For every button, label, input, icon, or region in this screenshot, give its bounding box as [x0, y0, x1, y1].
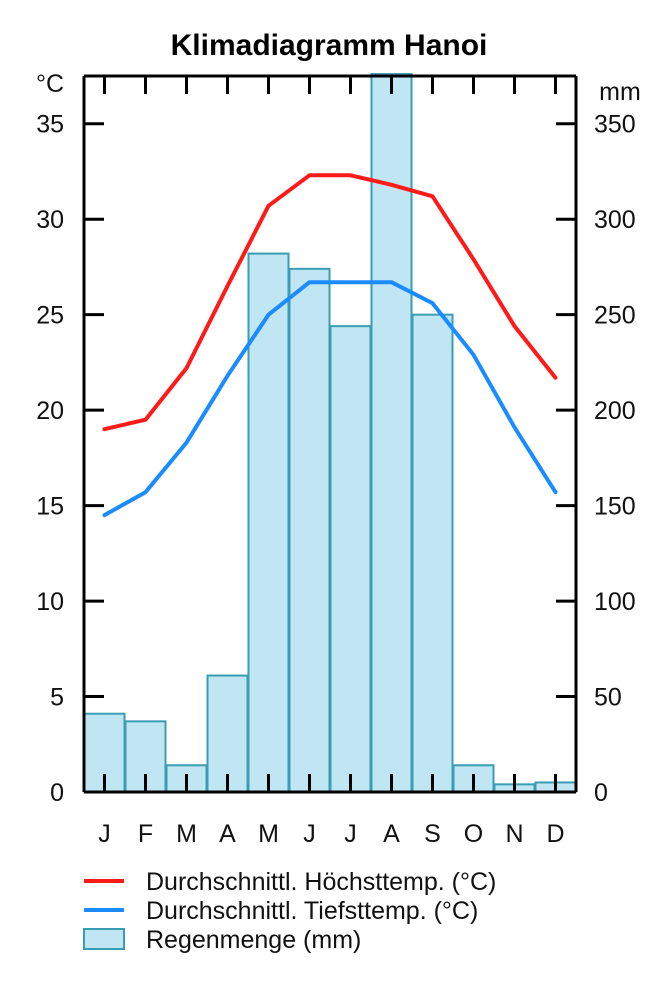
month-label: M: [258, 820, 279, 848]
legend-label: Durchschnittl. Tiefsttemp. (°C): [146, 897, 478, 925]
right-tick-label: 250: [594, 302, 636, 330]
right-tick-label: 0: [594, 779, 608, 807]
month-label: A: [219, 820, 236, 848]
right-axis-labels: 0 50 100 150 200 250 300 350: [594, 111, 636, 807]
right-tick-label: 50: [594, 684, 622, 712]
left-tick-label: 5: [50, 684, 64, 712]
right-tick-label: 200: [594, 397, 636, 425]
left-axis-unit: °C: [36, 70, 64, 98]
left-tick-label: 20: [36, 397, 64, 425]
legend-label: Regenmenge (mm): [146, 926, 361, 954]
rain-bars: [83, 73, 577, 794]
right-tick-label: 300: [594, 206, 636, 234]
left-tick-label: 15: [36, 493, 64, 521]
max-temp-line: [102, 173, 558, 432]
legend: Durchschnittl. Höchsttemp. (°C)Durchschn…: [83, 868, 496, 954]
month-label: A: [383, 820, 400, 848]
right-axis-unit: mm: [599, 78, 641, 106]
legend-label: Durchschnittl. Höchsttemp. (°C): [146, 868, 496, 896]
left-tick-label: 0: [50, 779, 64, 807]
month-label: N: [505, 820, 523, 848]
left-tick-label: 30: [36, 206, 64, 234]
month-label: F: [138, 820, 153, 848]
rain-bar: [288, 267, 331, 793]
month-label: D: [546, 820, 564, 848]
right-tick-label: 100: [594, 588, 636, 616]
left-tick-label: 10: [36, 588, 64, 616]
rain-bar: [329, 325, 372, 793]
axes: [82, 74, 578, 794]
rain-bar: [411, 313, 454, 793]
left-axis-labels: 0 5 10 15 20 25 30 35: [36, 111, 64, 807]
rain-bar: [370, 73, 413, 794]
temperature-lines: [102, 173, 558, 518]
right-tick-label: 350: [594, 111, 636, 139]
month-label: J: [344, 820, 357, 848]
legend-rain-swatch: [83, 928, 125, 950]
month-label: M: [176, 820, 197, 848]
left-tick-label: 35: [36, 111, 64, 139]
month-label: S: [424, 820, 441, 848]
chart-title: Klimadiagramm Hanoi: [171, 29, 488, 62]
right-tick-label: 150: [594, 493, 636, 521]
left-tick-label: 25: [36, 302, 64, 330]
month-label: J: [303, 820, 316, 848]
month-label: O: [464, 820, 483, 848]
min-temp-line: [102, 280, 558, 518]
month-label: J: [98, 820, 111, 848]
